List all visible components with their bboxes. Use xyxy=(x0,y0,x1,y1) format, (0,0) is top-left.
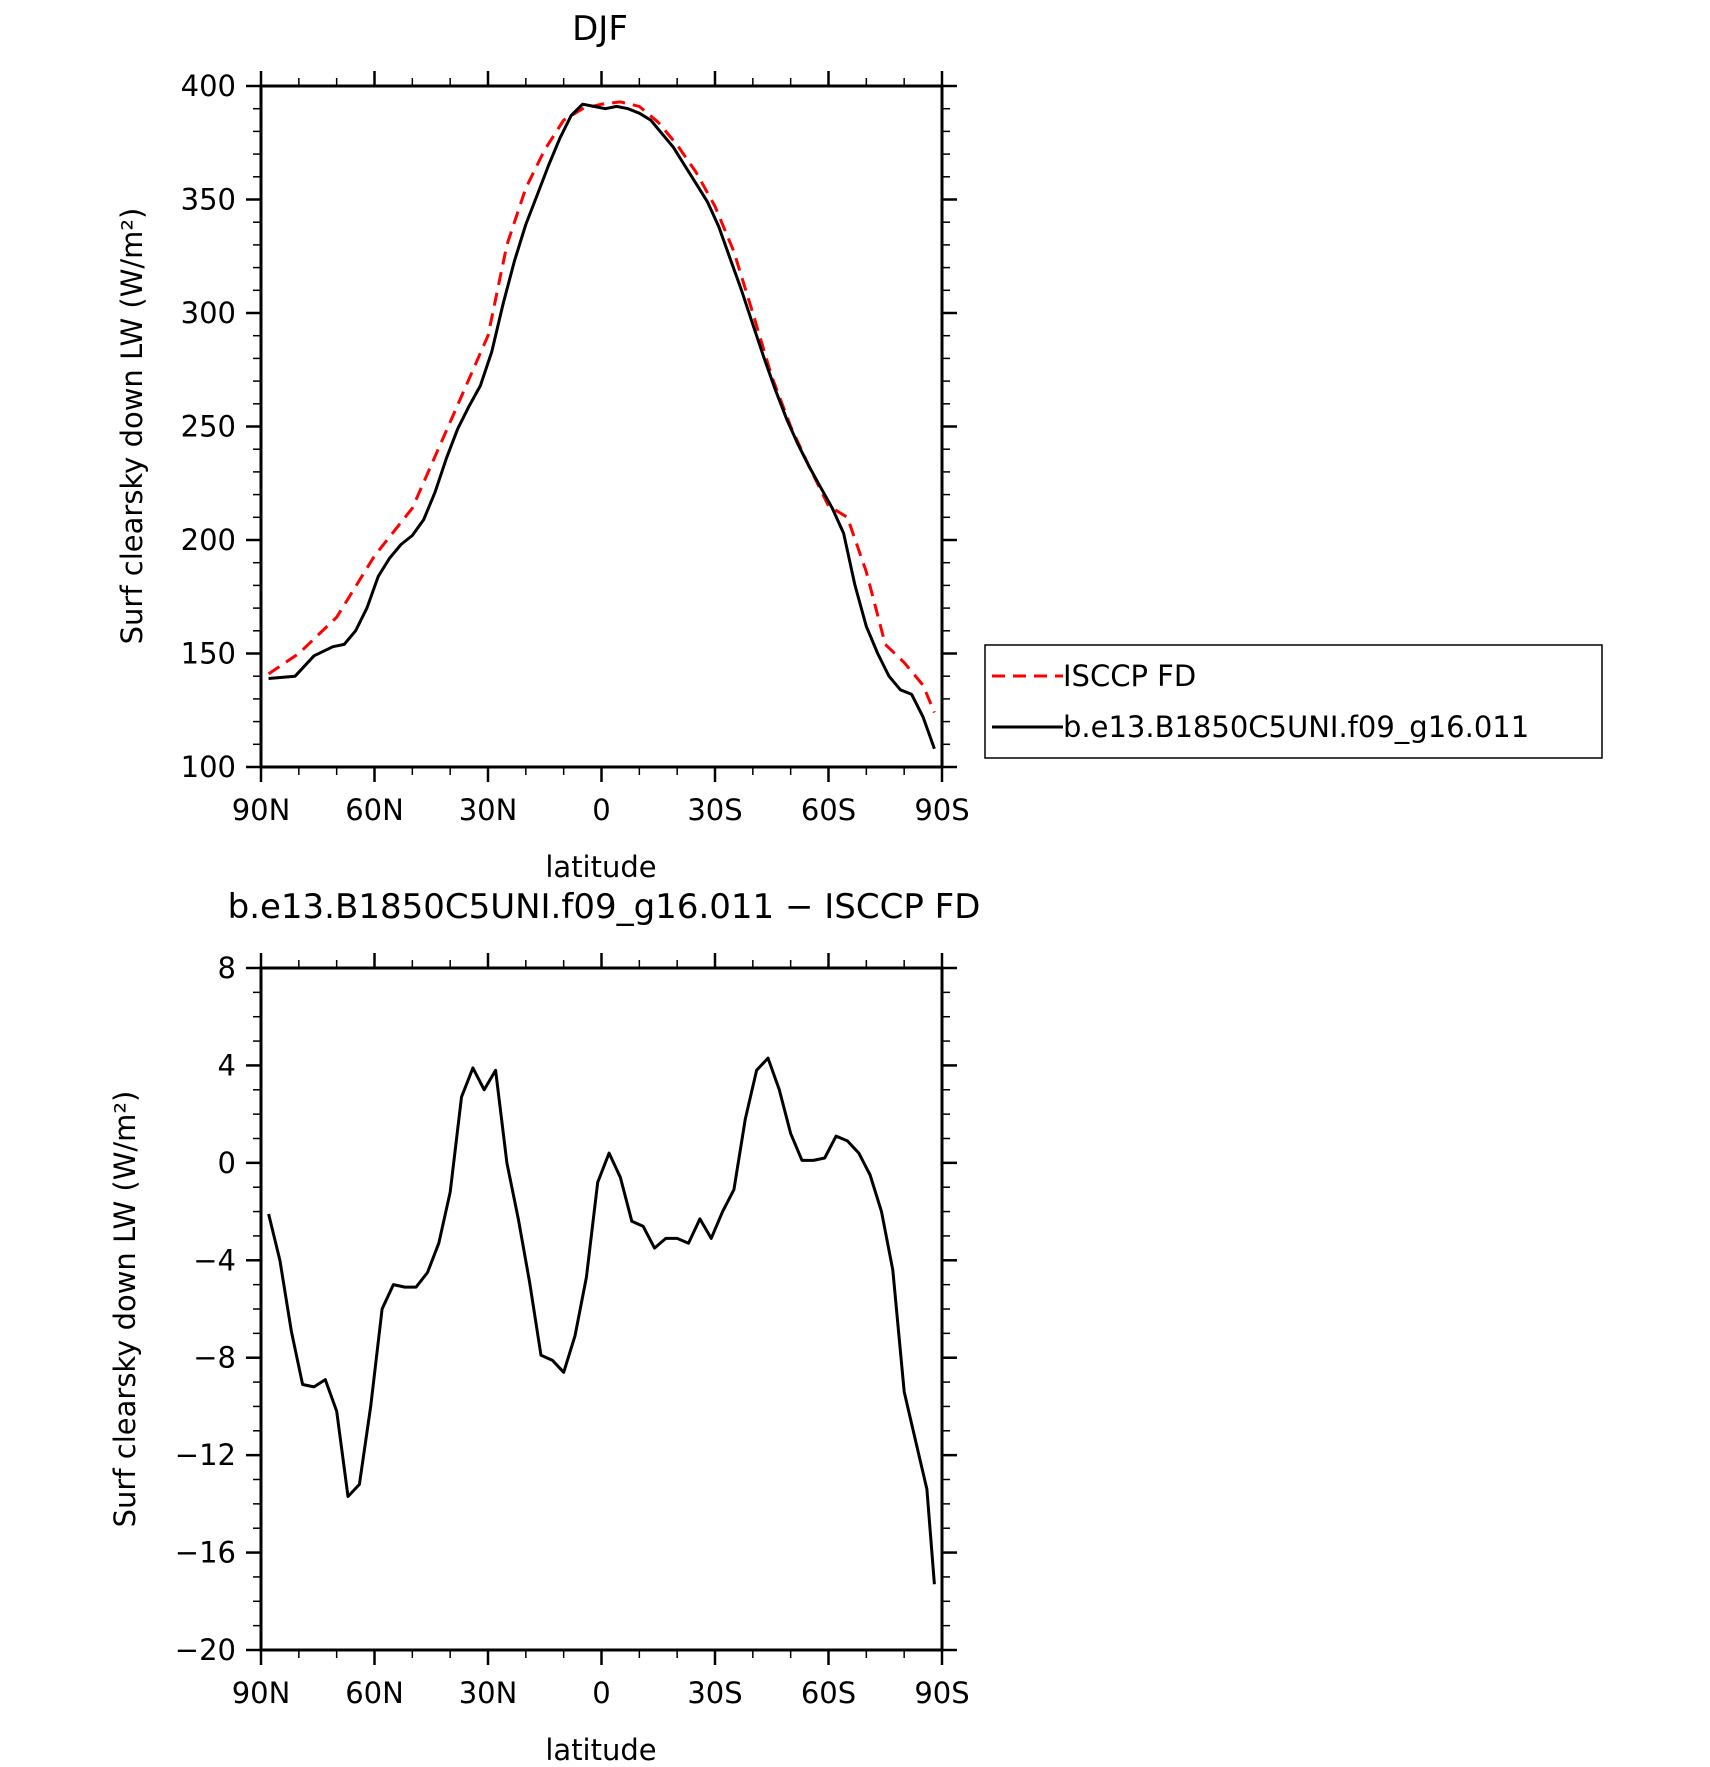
bottom-panel-ticks: 90N 60N 30N 0 30S 60S 90S 8 4 0 −4 −8 −12 −16 −20 xyxy=(175,951,970,1710)
bottom-panel: b.e13.B1850C5UNI.f09_g16.011 − ISCCP FD … xyxy=(108,887,980,1767)
y-tick-label: 200 xyxy=(181,523,236,557)
x-tick-label: 90S xyxy=(914,1676,969,1710)
bottom-panel-frame xyxy=(259,966,944,1652)
top-panel-frame xyxy=(259,84,944,769)
x-tick-label: 30N xyxy=(459,793,518,827)
top-panel: DJF 90N 60N 30N 0 30S 60S 90S 100 150 200 250 300 35… xyxy=(115,9,1603,884)
top-panel-y-axis-label: Surf clearsky down LW (W/m²) xyxy=(115,208,149,645)
bottom-panel-y-axis-label: Surf clearsky down LW (W/m²) xyxy=(108,1091,142,1528)
x-tick-label: 60N xyxy=(345,793,404,827)
x-tick-label: 90N xyxy=(232,1676,291,1710)
x-tick-label: 0 xyxy=(592,793,610,827)
y-tick-label: 8 xyxy=(218,951,236,985)
x-tick-label: 90S xyxy=(914,793,969,827)
y-tick-label: 250 xyxy=(181,410,236,444)
y-tick-label: 100 xyxy=(181,750,236,784)
legend-label-isccp: ISCCP FD xyxy=(1063,659,1196,693)
x-tick-label: 60S xyxy=(801,1676,856,1710)
x-tick-label: 30S xyxy=(687,1676,742,1710)
y-tick-label: 350 xyxy=(181,183,236,217)
bottom-panel-x-axis-label: latitude xyxy=(545,1733,656,1767)
y-tick-label: 4 xyxy=(218,1048,236,1082)
top-panel-x-axis-label: latitude xyxy=(545,850,656,884)
legend: ISCCP FD b.e13.B1850C5UNI.f09_g16.011 xyxy=(984,644,1603,759)
y-tick-label: 300 xyxy=(181,296,236,330)
bottom-panel-title: b.e13.B1850C5UNI.f09_g16.011 − ISCCP FD xyxy=(228,887,981,927)
legend-box xyxy=(984,644,1603,759)
bottom-panel-series-layer xyxy=(267,1056,936,1585)
legend-label-model: b.e13.B1850C5UNI.f09_g16.011 xyxy=(1063,710,1529,744)
y-tick-label: −4 xyxy=(193,1243,236,1277)
y-tick-label: −12 xyxy=(175,1438,236,1472)
y-tick-label: −16 xyxy=(175,1536,236,1570)
top-panel-series-layer xyxy=(267,100,936,750)
top-panel-title: DJF xyxy=(572,9,628,49)
x-tick-label: 0 xyxy=(592,1676,610,1710)
x-tick-label: 30N xyxy=(459,1676,518,1710)
x-tick-label: 60S xyxy=(801,793,856,827)
y-tick-label: −20 xyxy=(175,1633,236,1667)
y-tick-label: 150 xyxy=(181,637,236,671)
series-line-0-1 xyxy=(268,102,936,750)
series-line-1-0 xyxy=(267,1056,936,1585)
y-tick-label: −8 xyxy=(193,1341,236,1375)
series-line-0-0 xyxy=(267,100,936,714)
y-tick-label: 400 xyxy=(181,69,236,103)
top-panel-ticks: 90N 60N 30N 0 30S 60S 90S 100 150 200 250 300 350 400 xyxy=(181,69,970,827)
x-tick-label: 90N xyxy=(232,793,291,827)
x-tick-label: 30S xyxy=(687,793,742,827)
x-tick-label: 60N xyxy=(345,1676,404,1710)
y-tick-label: 0 xyxy=(218,1146,236,1180)
